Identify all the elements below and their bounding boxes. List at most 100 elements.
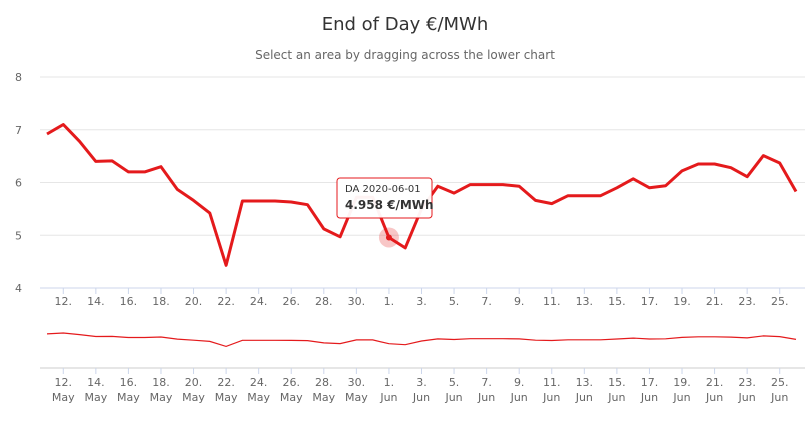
y-tick-label: 5 bbox=[15, 229, 22, 242]
x-tick-label: 24. bbox=[250, 295, 268, 308]
data-point bbox=[404, 246, 407, 249]
data-point bbox=[46, 132, 49, 135]
data-point bbox=[518, 185, 521, 188]
x-tick-label: 23. bbox=[738, 295, 756, 308]
x-tick-label: 30. bbox=[348, 295, 366, 308]
x-tick-label: 19. bbox=[673, 295, 691, 308]
data-point bbox=[583, 194, 586, 197]
navigator-tick-label: 28. bbox=[315, 376, 333, 389]
data-point bbox=[322, 227, 325, 230]
navigator-tick-label: Jun bbox=[379, 391, 397, 404]
navigator-tick-label: 9. bbox=[514, 376, 525, 389]
data-point bbox=[436, 185, 439, 188]
data-point bbox=[453, 192, 456, 195]
data-point bbox=[143, 170, 146, 173]
navigator-tick-label: Jun bbox=[444, 391, 462, 404]
x-tick-label: 7. bbox=[481, 295, 492, 308]
x-tick-label: 25. bbox=[771, 295, 789, 308]
navigator-tick-label: 22. bbox=[217, 376, 235, 389]
navigator-area[interactable] bbox=[40, 312, 805, 368]
x-tick-label: 20. bbox=[185, 295, 203, 308]
navigator-tick-label: 24. bbox=[250, 376, 268, 389]
navigator-tick-label: Jun bbox=[770, 391, 788, 404]
data-point bbox=[729, 166, 732, 169]
x-tick-label: 11. bbox=[543, 295, 561, 308]
data-point bbox=[550, 202, 553, 205]
tooltip: DA 2020-06-01 4.958 €/MWh bbox=[336, 177, 434, 248]
navigator-tick-label: Jun bbox=[575, 391, 593, 404]
data-point bbox=[127, 170, 130, 173]
x-tick-label: 22. bbox=[217, 295, 235, 308]
navigator-tick-label: 7. bbox=[481, 376, 492, 389]
data-point bbox=[567, 194, 570, 197]
data-point bbox=[306, 203, 309, 206]
x-tick-label: 3. bbox=[416, 295, 427, 308]
x-tick-label: 5. bbox=[449, 295, 460, 308]
navigator-tick-label: 15. bbox=[608, 376, 626, 389]
navigator-tick-label: Jun bbox=[477, 391, 495, 404]
data-point bbox=[241, 199, 244, 202]
data-point bbox=[615, 186, 618, 189]
data-point bbox=[290, 201, 293, 204]
navigator-tick-label: May bbox=[247, 391, 270, 404]
navigator-tick-label: May bbox=[280, 391, 303, 404]
data-point bbox=[192, 199, 195, 202]
navigator-tick-label: 23. bbox=[738, 376, 756, 389]
x-tick-label: 1. bbox=[384, 295, 395, 308]
navigator-tick-label: 3. bbox=[416, 376, 427, 389]
navigator-tick-label: 26. bbox=[282, 376, 300, 389]
data-point bbox=[78, 140, 81, 143]
data-point bbox=[208, 212, 211, 215]
x-tick-label: 15. bbox=[608, 295, 626, 308]
data-point bbox=[111, 159, 114, 162]
navigator-tick-label: May bbox=[150, 391, 173, 404]
navigator-tick-label: May bbox=[52, 391, 75, 404]
tooltip-value: 4.958 €/MWh bbox=[345, 198, 434, 212]
navigator-tick-label: May bbox=[84, 391, 107, 404]
chart-subtitle: Select an area by dragging across the lo… bbox=[255, 48, 555, 62]
navigator[interactable]: 12. May 14. May 16. May 18. May 20. May 22. May 24. M… bbox=[40, 312, 805, 404]
x-tick-label: 21. bbox=[706, 295, 724, 308]
x-tick-label: 14. bbox=[87, 295, 105, 308]
data-point bbox=[225, 264, 228, 267]
data-point bbox=[713, 163, 716, 166]
x-tick-label: 18. bbox=[152, 295, 170, 308]
navigator-tick-label: 1. bbox=[384, 376, 395, 389]
navigator-tick-label: May bbox=[117, 391, 140, 404]
data-point bbox=[501, 183, 504, 186]
data-point bbox=[664, 184, 667, 187]
navigator-tick-label: Jun bbox=[542, 391, 560, 404]
hover-point bbox=[385, 234, 392, 241]
navigator-tick-label: 20. bbox=[185, 376, 203, 389]
navigator-tick-label: 16. bbox=[120, 376, 138, 389]
data-point bbox=[94, 160, 97, 163]
navigator-tick-label: May bbox=[312, 391, 335, 404]
data-point bbox=[697, 163, 700, 166]
x-tick-label: 26. bbox=[282, 295, 300, 308]
data-point bbox=[273, 199, 276, 202]
navigator-tick-label: 13. bbox=[576, 376, 594, 389]
x-tick-label: 28. bbox=[315, 295, 333, 308]
data-point bbox=[62, 123, 65, 126]
data-point bbox=[762, 154, 765, 157]
navigator-tick-label: Jun bbox=[705, 391, 723, 404]
navigator-tick-label: 30. bbox=[348, 376, 366, 389]
navigator-tick-label: Jun bbox=[672, 391, 690, 404]
navigator-tick-label: 25. bbox=[771, 376, 789, 389]
data-point bbox=[485, 183, 488, 186]
navigator-tick-label: May bbox=[182, 391, 205, 404]
navigator-tick-label: 5. bbox=[449, 376, 460, 389]
x-tick-label: 16. bbox=[120, 295, 138, 308]
navigator-tick-label: 11. bbox=[543, 376, 561, 389]
tooltip-box bbox=[336, 177, 433, 219]
navigator-tick-label: Jun bbox=[738, 391, 756, 404]
y-tick-label: 6 bbox=[15, 177, 22, 190]
data-point bbox=[159, 165, 162, 168]
navigator-tick-label: 19. bbox=[673, 376, 691, 389]
y-tick-label: 8 bbox=[15, 71, 22, 84]
data-point bbox=[778, 161, 781, 164]
data-point bbox=[795, 190, 798, 193]
tooltip-date: DA 2020-06-01 bbox=[345, 184, 421, 195]
